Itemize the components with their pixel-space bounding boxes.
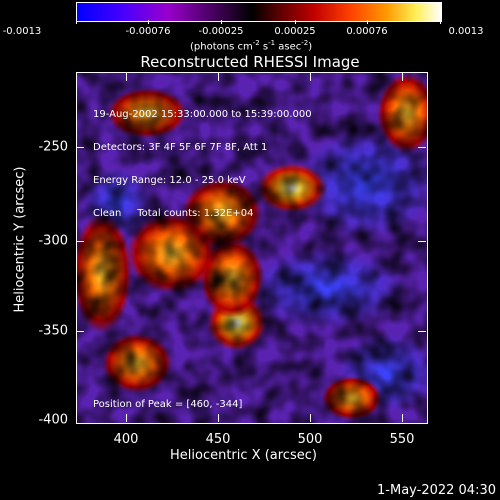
x-tick-label: 400 xyxy=(113,432,139,447)
colorbar xyxy=(76,2,442,22)
colorbar-tick-mark xyxy=(295,20,296,24)
y-axis-label: Heliocentric Y (arcsec) xyxy=(12,166,28,313)
info-line: Energy Range: 12.0 - 25.0 keV xyxy=(93,175,246,186)
y-tick-label: -300 xyxy=(38,233,68,249)
units-part: s xyxy=(259,41,269,53)
x-tick-mark xyxy=(310,414,311,422)
x-tick-mark xyxy=(402,73,403,81)
observation-info: 19-Aug-2002 15:33:00.000 to 15:39:00.000… xyxy=(93,87,312,241)
units-part: (photons cm xyxy=(190,41,253,53)
image-canvas xyxy=(77,73,427,423)
x-tick-label: 500 xyxy=(297,432,323,447)
colorbar-tick-label: 0.00025 xyxy=(274,26,316,37)
x-tick-mark xyxy=(218,414,219,422)
colorbar-tick-mark xyxy=(367,20,368,24)
dark-mottling xyxy=(77,73,427,423)
x-tick-label: 450 xyxy=(205,432,231,447)
y-tick-mark xyxy=(76,241,84,242)
y-tick-mark xyxy=(418,147,426,148)
colorbar-tick-mark xyxy=(148,20,149,24)
y-tick-label: -400 xyxy=(38,412,68,428)
peak-position-label: Position of Peak = [460, -344] xyxy=(93,399,243,410)
units-exponent: -2 xyxy=(301,39,309,47)
y-tick-mark xyxy=(76,331,84,332)
x-tick-mark xyxy=(126,73,127,81)
colorbar-tick-mark xyxy=(440,20,441,24)
timestamp-footer: 1-May-2022 04:30 xyxy=(377,483,496,498)
y-tick-mark xyxy=(418,331,426,332)
x-tick-label: 550 xyxy=(389,432,415,447)
colorbar-tick-label: 0.0013 xyxy=(448,26,484,37)
x-axis-label: Heliocentric X (arcsec) xyxy=(170,448,317,463)
units-exponent: -1 xyxy=(268,39,276,47)
info-line: Detectors: 3F 4F 5F 6F 7F 8F, Att 1 xyxy=(93,142,268,153)
y-tick-mark xyxy=(418,241,426,242)
image-title: Reconstructed RHESSI Image xyxy=(140,53,360,71)
x-tick-mark xyxy=(126,414,127,422)
info-line: 19-Aug-2002 15:33:00.000 to 15:39:00.000 xyxy=(93,109,312,120)
y-tick-label: -350 xyxy=(38,323,68,339)
colorbar-units: (photons cm-2 s-1 asec-2) xyxy=(190,39,312,52)
units-exponent: -2 xyxy=(252,39,260,47)
colorbar-tick-label: -0.0013 xyxy=(2,26,42,37)
y-tick-label: -250 xyxy=(38,139,68,155)
colorbar-tick-label: -0.00025 xyxy=(198,26,244,37)
colorbar-tick-mark xyxy=(76,20,77,24)
units-part: asec xyxy=(275,41,302,53)
x-tick-mark xyxy=(310,73,311,81)
y-tick-mark xyxy=(76,147,84,148)
colorbar-tick-label: 0.00076 xyxy=(346,26,388,37)
colorbar-tick-mark xyxy=(221,20,222,24)
info-line: Clean Total counts: 1.32E+04 xyxy=(93,208,254,219)
units-part: ) xyxy=(308,41,313,53)
reconstructed-image: 19-Aug-2002 15:33:00.000 to 15:39:00.000… xyxy=(76,72,428,424)
x-tick-mark xyxy=(402,414,403,422)
x-tick-mark xyxy=(218,73,219,81)
colorbar-tick-label: -0.00076 xyxy=(125,26,171,37)
